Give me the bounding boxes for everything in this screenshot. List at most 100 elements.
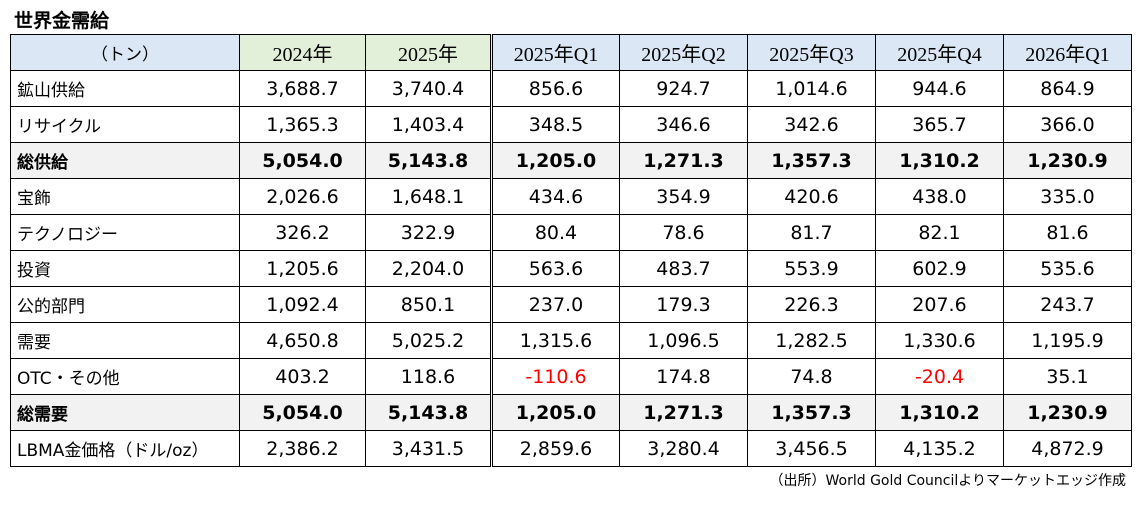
table-cell: 403.2 [239, 358, 366, 395]
table-row: 総需要 5,054.0 5,143.8 1,205.0 1,271.3 1,357.3 1,… [10, 394, 1132, 431]
table-cell: 207.6 [875, 286, 1004, 323]
table-cell: 1,096.5 [619, 322, 748, 359]
table-cell: 237.0 [491, 286, 620, 323]
unit-header: （トン） [10, 34, 240, 71]
table-cell: 174.8 [619, 358, 748, 395]
table-cell: 563.6 [491, 250, 620, 287]
table-cell: 1,357.3 [747, 142, 876, 179]
row-label: 需要 [10, 322, 240, 359]
table-cell: 1,195.9 [1003, 322, 1132, 359]
table-cell: 3,431.5 [365, 430, 493, 467]
table-cell: 365.7 [875, 106, 1004, 143]
table-cell: 2,204.0 [365, 250, 493, 287]
table-cell: 3,280.4 [619, 430, 748, 467]
column-header: 2026年Q1 [1003, 34, 1132, 71]
table-row: LBMA金価格（ドル/oz） 2,386.2 3,431.5 2,859.6 3,280… [10, 430, 1132, 467]
table-cell: 1,092.4 [239, 286, 366, 323]
table-cell: 1,205.0 [491, 394, 620, 431]
table-cell: 348.5 [491, 106, 620, 143]
table-cell: 5,054.0 [239, 394, 366, 431]
table-cell: 80.4 [491, 214, 620, 251]
table-cell: 179.3 [619, 286, 748, 323]
row-label: 総供給 [10, 142, 240, 179]
table-cell: 35.1 [1003, 358, 1132, 395]
table-cell: 78.6 [619, 214, 748, 251]
table-cell: 118.6 [365, 358, 493, 395]
table-row: リサイクル 1,365.3 1,403.4 348.5 346.6 342.6 365.7 3… [10, 106, 1132, 143]
table-cell: 2,026.6 [239, 178, 366, 215]
table-cell: 535.6 [1003, 250, 1132, 287]
table-cell: 3,688.7 [239, 70, 366, 107]
table-cell: 1,310.2 [875, 142, 1004, 179]
row-label: 鉱山供給 [10, 70, 240, 107]
table-cell: 1,365.3 [239, 106, 366, 143]
table-cell: 1,205.6 [239, 250, 366, 287]
table-cell: 5,143.8 [365, 142, 493, 179]
table-cell: 342.6 [747, 106, 876, 143]
table-cell: 5,143.8 [365, 394, 493, 431]
table-cell: 81.7 [747, 214, 876, 251]
column-header: 2024年 [239, 34, 366, 71]
column-header: 2025年Q3 [747, 34, 876, 71]
table-cell: 74.8 [747, 358, 876, 395]
table-row: OTC・その他 403.2 118.6 -110.6 174.8 74.8 -20.4 35.… [10, 358, 1132, 395]
table-cell: 4,135.2 [875, 430, 1004, 467]
table-cell: 366.0 [1003, 106, 1132, 143]
table-cell: 602.9 [875, 250, 1004, 287]
table-cell: 1,357.3 [747, 394, 876, 431]
table-body: 鉱山供給 3,688.7 3,740.4 856.6 924.7 1,014.6 944.6… [10, 70, 1132, 467]
table-cell: 2,386.2 [239, 430, 366, 467]
row-label: 公的部門 [10, 286, 240, 323]
table-cell: 1,230.9 [1003, 394, 1132, 431]
table-cell: 1,403.4 [365, 106, 493, 143]
table-cell: 1,230.9 [1003, 142, 1132, 179]
table-row: テクノロジー 326.2 322.9 80.4 78.6 81.7 82.1 81.6 [10, 214, 1132, 251]
table-cell: 483.7 [619, 250, 748, 287]
table-cell: 82.1 [875, 214, 1004, 251]
table-cell: 864.9 [1003, 70, 1132, 107]
table-cell: 944.6 [875, 70, 1004, 107]
table-cell: 326.2 [239, 214, 366, 251]
table-cell: 322.9 [365, 214, 493, 251]
table-cell: 1,315.6 [491, 322, 620, 359]
table-row: 投資 1,205.6 2,204.0 563.6 483.7 553.9 602.9 535.… [10, 250, 1132, 287]
table-cell: 4,650.8 [239, 322, 366, 359]
table-cell: 438.0 [875, 178, 1004, 215]
table-cell: 924.7 [619, 70, 748, 107]
table-cell: 226.3 [747, 286, 876, 323]
row-label: 総需要 [10, 394, 240, 431]
table-cell: 243.7 [1003, 286, 1132, 323]
table-cell: 335.0 [1003, 178, 1132, 215]
table-cell: 81.6 [1003, 214, 1132, 251]
table-cell: -20.4 [875, 358, 1004, 395]
source-note: （出所）World Gold Councilよりマーケットエッジ作成 [769, 473, 1127, 489]
table-cell: 3,456.5 [747, 430, 876, 467]
column-header: 2025年Q2 [619, 34, 748, 71]
table-cell: 5,025.2 [365, 322, 493, 359]
table-cell: 3,740.4 [365, 70, 493, 107]
row-label: テクノロジー [10, 214, 240, 251]
table-cell: 5,054.0 [239, 142, 366, 179]
row-label: リサイクル [10, 106, 240, 143]
table-cell: 2,859.6 [491, 430, 620, 467]
row-label: 投資 [10, 250, 240, 287]
table-row: 需要 4,650.8 5,025.2 1,315.6 1,096.5 1,282.5 1,3… [10, 322, 1132, 359]
table-cell: 1,205.0 [491, 142, 620, 179]
table-row: 宝飾 2,026.6 1,648.1 434.6 354.9 420.6 438.0 335.… [10, 178, 1132, 215]
table-cell: 346.6 [619, 106, 748, 143]
table-cell: 434.6 [491, 178, 620, 215]
table-cell: 1,271.3 [619, 394, 748, 431]
table-cell: 1,310.2 [875, 394, 1004, 431]
table-cell: 1,330.6 [875, 322, 1004, 359]
table-cell: 420.6 [747, 178, 876, 215]
table-cell: 553.9 [747, 250, 876, 287]
header-row: （トン） 2024年 2025年 2025年Q1 2025年Q2 2025年Q3… [10, 34, 1132, 71]
table-cell: 1,014.6 [747, 70, 876, 107]
table-cell: 1,271.3 [619, 142, 748, 179]
row-label: 宝飾 [10, 178, 240, 215]
table-title: 世界金需給 [14, 10, 110, 32]
table-row: 総供給 5,054.0 5,143.8 1,205.0 1,271.3 1,357.3 1,… [10, 142, 1132, 179]
column-header: 2025年 [365, 34, 493, 71]
table-row: 鉱山供給 3,688.7 3,740.4 856.6 924.7 1,014.6 944.6… [10, 70, 1132, 107]
table-row: 公的部門 1,092.4 850.1 237.0 179.3 226.3 207.6 243.… [10, 286, 1132, 323]
